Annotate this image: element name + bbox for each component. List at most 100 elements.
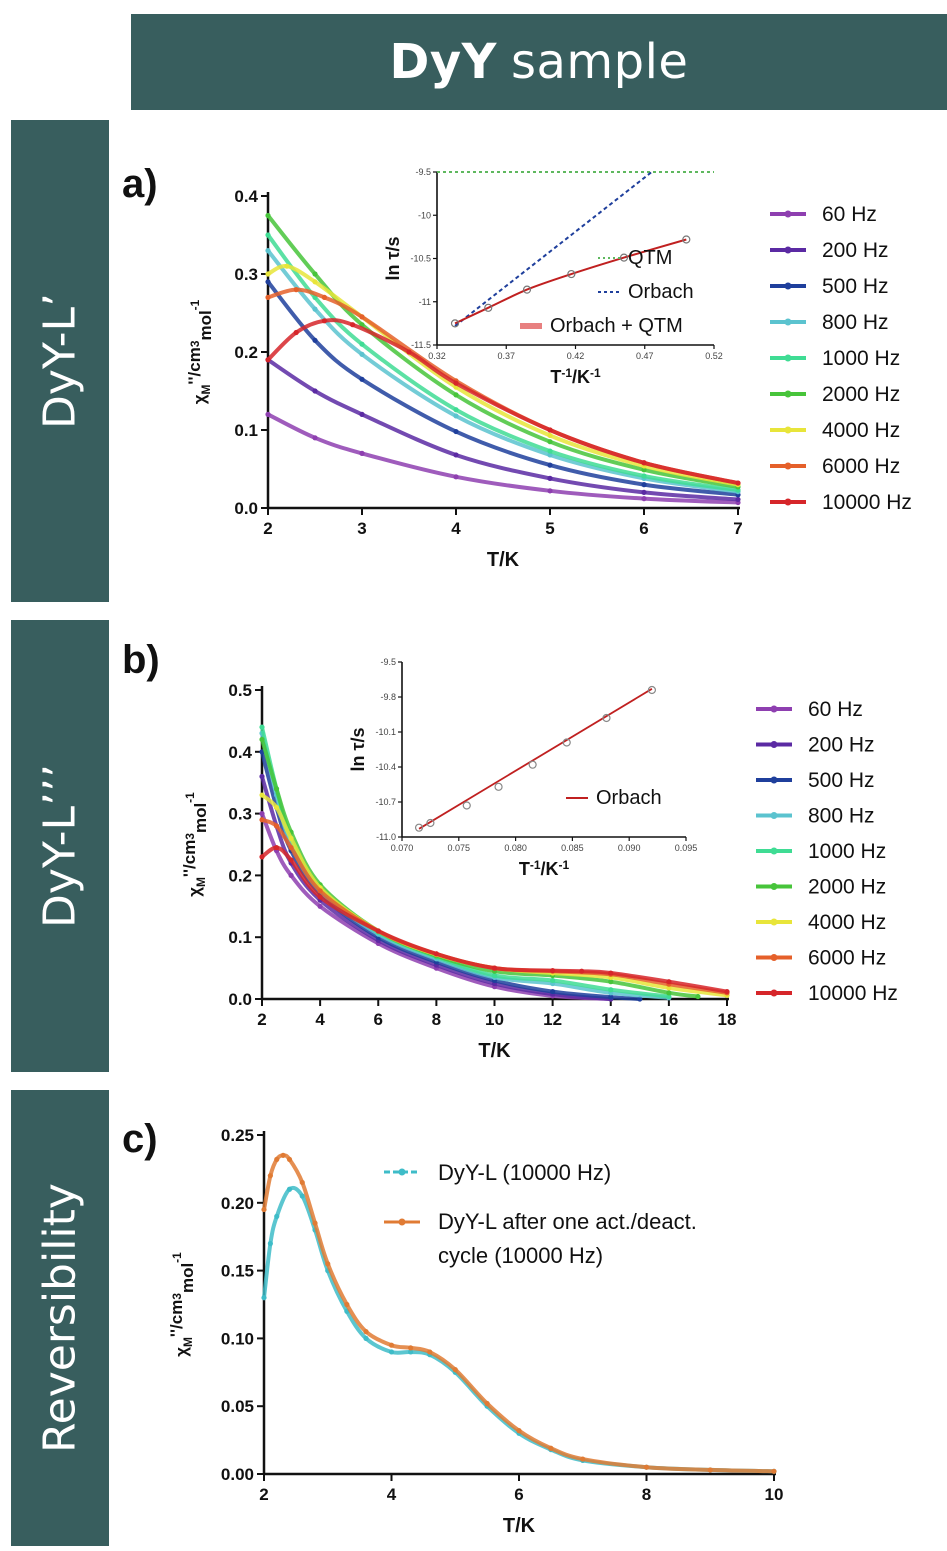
inset-legend-label: Orbach [596,787,662,809]
data-point [288,872,294,879]
legend-marker [784,246,792,254]
inset-y-axis-label: ln τ/s [383,236,403,280]
sidebar-b: DyY-L’’’ [11,620,109,1072]
inset-data-point [619,253,629,262]
data-point [267,1240,273,1247]
y-tick-label: 0.3 [234,265,258,284]
legend-label: 1000 Hz [808,840,886,863]
y-tick-label: 0.2 [234,343,258,362]
legend-marker [770,741,778,748]
y-tick-label: 0.3 [228,805,252,824]
data-point [433,951,439,957]
data-point [265,212,271,219]
inset-x-axis-label: T-1/K-1 [550,366,601,387]
data-point [641,473,647,479]
inset-y-axis-label: ln τ/s [348,727,368,771]
legend-marker [770,776,778,784]
inset-x-tick-label: 0.085 [561,843,584,853]
y-axis-label-text: χM''/cm3mol-1 [180,792,210,897]
data-point [259,811,265,817]
series-line [260,737,700,999]
chart-b: 2 4 6 8 10 12 14 16 18 0.0 0.1 0.2 0.3 0.4 0.5 T/K χM''/… [122,638,898,1062]
inset-y-tick-label: -10.1 [375,727,396,737]
data-point [284,263,290,269]
data-point [312,306,318,312]
inset-data-point [567,269,576,279]
data-point [608,970,614,976]
data-point [288,844,294,851]
data-point [666,993,672,1000]
inset-y-tick-label: -10 [418,210,431,220]
series-line [262,1153,776,1474]
x-axis-label: T/K [503,1515,536,1537]
series-line [266,264,740,487]
y-tick-label: 0.4 [228,743,252,762]
x-tick-label: 2 [257,1010,266,1029]
inset-y-tick-label: -11.5 [411,340,431,350]
data-point [388,1342,395,1348]
inset-x-tick-label: 0.52 [705,351,723,361]
data-point [491,972,498,979]
y-tick-label: 0.1 [234,421,258,440]
data-point [641,460,647,466]
data-point [453,413,459,419]
inset-data-point [682,235,691,244]
inset-legend-label: Orbach + QTM [550,315,683,337]
data-point [274,1156,280,1163]
legend-label: 4000 Hz [808,911,886,934]
data-point [350,322,356,328]
data-point [265,357,271,363]
data-point [641,489,647,495]
data-point [321,294,327,300]
x-tick-label: 4 [387,1485,397,1504]
legend-marker [784,282,792,290]
data-point [259,792,265,798]
inset-y-tick-label: -9.5 [380,657,396,667]
data-point [453,392,459,398]
legend-marker [398,1218,406,1226]
y-tick-label: 0.20 [221,1194,254,1213]
x-tick-label: 6 [639,519,648,538]
data-point [344,1301,350,1308]
data-point [453,474,459,480]
inset-y-tick-label: -9.8 [380,692,396,702]
data-point [547,432,553,439]
x-tick-label: 7 [733,519,742,538]
series-line [260,731,671,1000]
inset-data-point [528,760,537,769]
legend-label: DyY-L after one act./deact. cycle (10000 … [438,1209,697,1268]
data-point [695,993,701,1000]
y-tick-label: 0.0 [234,499,258,518]
y-tick-label: 0.05 [221,1397,254,1416]
data-point [273,804,280,811]
data-point [550,988,556,995]
data-point [259,773,265,780]
orbach-fit [418,688,653,830]
data-point [321,318,327,324]
data-point [293,329,299,336]
legend-marker [770,954,778,961]
legend-marker [398,1168,406,1176]
data-point [547,488,553,494]
inset-x-tick-label: 0.080 [504,843,527,853]
legend-label: 6000 Hz [808,947,886,970]
data-point [288,857,294,863]
data-point [312,279,318,285]
y-axis-label-text: χM''/cm3mol-1 [167,1252,197,1357]
sidebar-c: Reversibility [11,1090,109,1546]
title-banner: DyY sample [131,14,947,110]
data-point [312,271,318,277]
data-point [359,351,365,357]
legend-marker [784,390,792,398]
x-tick-label: 2 [259,1485,268,1504]
legend-marker [770,812,778,819]
data-point [771,1468,777,1474]
data-point [359,341,365,347]
y-tick-label: 0.00 [221,1465,254,1484]
inset-legend-label: QTM [628,247,672,269]
data-point [453,428,459,435]
data-point [280,1152,286,1158]
data-point [299,1193,305,1199]
inset-x-axis-label: T-1/K-1 [519,858,570,879]
y-tick-label: 0.0 [228,990,252,1009]
